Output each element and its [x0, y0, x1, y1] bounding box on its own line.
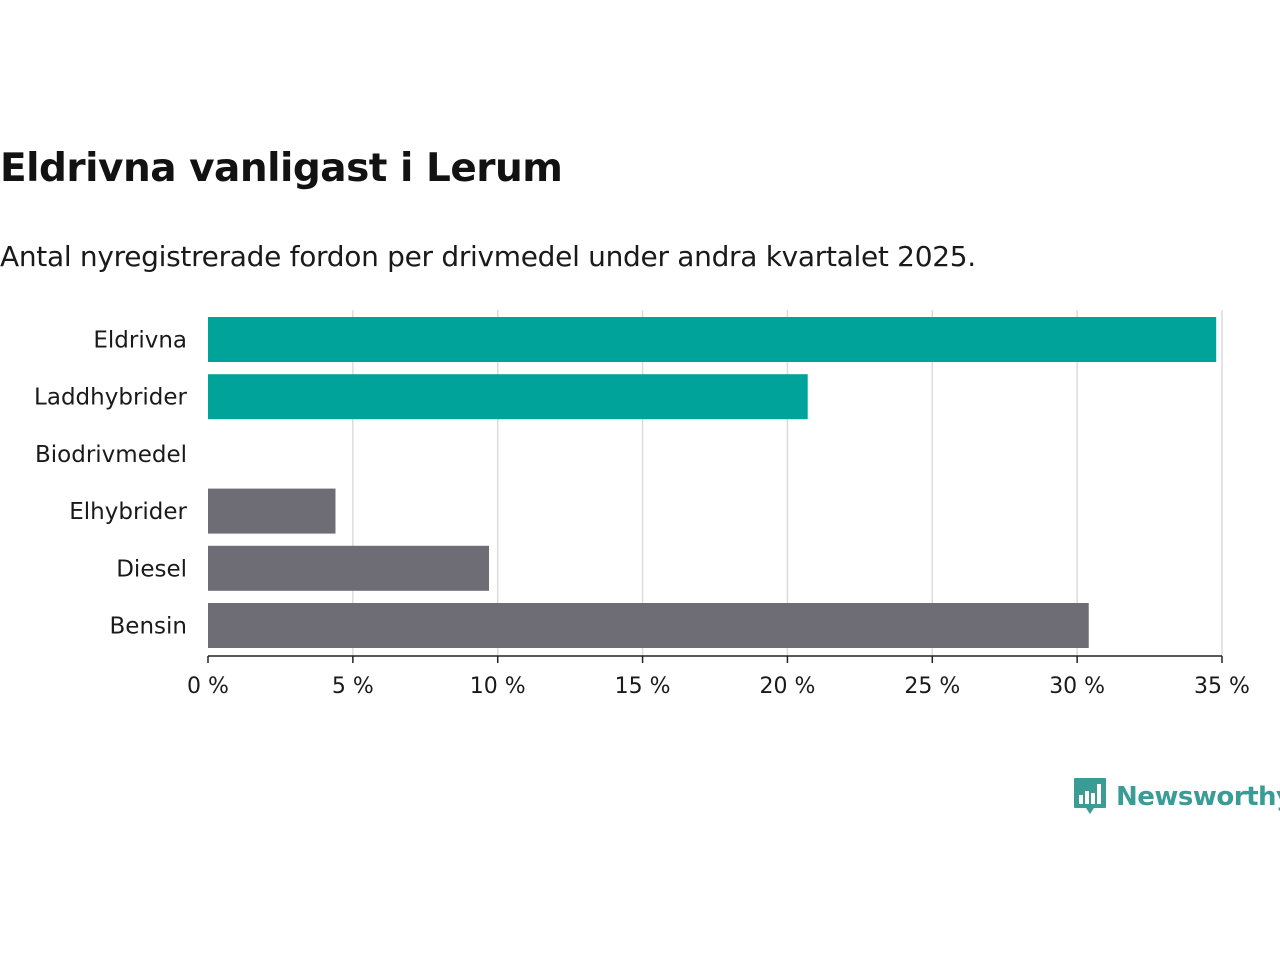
bar-chart: 0 % 5 % 10 % 15 % 20 % 25 % 30 % 35 % Eldrivna L…	[34, 310, 1250, 699]
bar-bensin	[208, 603, 1089, 648]
category-label: Elhybrider	[69, 499, 187, 525]
chart-subtitle: Antal nyregistrerade fordon per drivmede…	[0, 240, 976, 273]
chart-title: Eldrivna vanligast i Lerum	[0, 146, 563, 191]
x-tick-label: 5 %	[332, 674, 374, 699]
x-tick-label: 15 %	[615, 674, 671, 699]
category-label: Diesel	[116, 556, 187, 582]
gridlines	[352, 310, 1223, 656]
category-label: Eldrivna	[93, 328, 187, 354]
category-label: Laddhybrider	[34, 385, 187, 411]
newsworthy-logo: Newsworthy	[1072, 776, 1280, 818]
x-tick-label: 0 %	[187, 674, 229, 699]
x-tick-label: 30 %	[1049, 674, 1105, 699]
bar-diesel	[208, 545, 490, 591]
logo-text: Newsworthy	[1116, 782, 1280, 812]
bar-eldrivna	[208, 317, 1217, 362]
bar-elhybrider	[208, 488, 336, 534]
bar-chart-speech-bubble-icon	[1074, 778, 1106, 814]
bars	[208, 317, 1217, 648]
category-labels: Eldrivna Laddhybrider Biodrivmedel Elhybrid…	[34, 328, 187, 640]
x-tick-label: 10 %	[470, 674, 526, 699]
bar-laddhybrider	[208, 374, 808, 420]
x-tick-label: 20 %	[759, 674, 815, 699]
category-label: Biodrivmedel	[35, 442, 187, 468]
x-axis: 0 % 5 % 10 % 15 % 20 % 25 % 30 % 35 %	[187, 655, 1250, 699]
category-label: Bensin	[110, 614, 187, 640]
x-tick-label: 35 %	[1194, 674, 1250, 699]
x-tick-label: 25 %	[904, 674, 960, 699]
